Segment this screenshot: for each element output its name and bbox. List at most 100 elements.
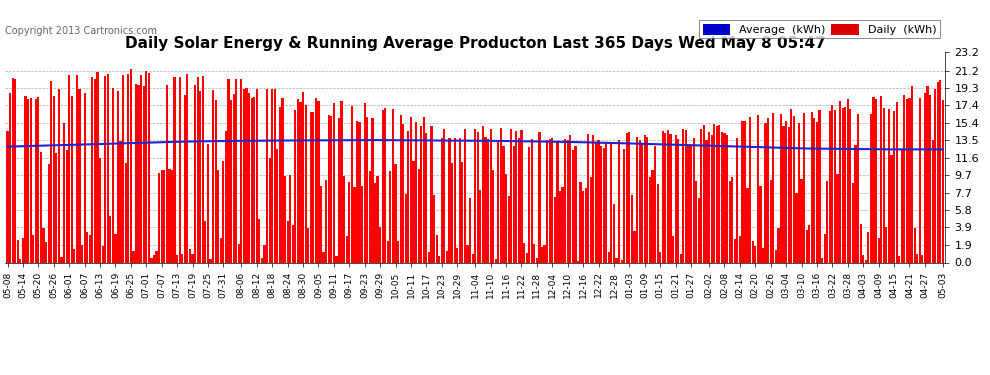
Bar [402, 124, 404, 262]
Bar [811, 112, 813, 262]
Bar [572, 150, 574, 262]
Bar [826, 181, 829, 262]
Bar [808, 225, 811, 262]
Bar [932, 140, 934, 262]
Bar [55, 153, 57, 262]
Bar [286, 220, 289, 262]
Bar [756, 116, 759, 262]
Bar [636, 137, 639, 262]
Bar [376, 176, 378, 262]
Bar [255, 89, 257, 262]
Bar [197, 77, 199, 262]
Bar [258, 219, 260, 262]
Bar [266, 88, 268, 262]
Bar [30, 98, 32, 262]
Bar [476, 132, 479, 262]
Bar [89, 236, 91, 262]
Bar [52, 96, 54, 262]
Bar [22, 238, 24, 262]
Bar [821, 258, 824, 262]
Bar [536, 258, 538, 262]
Bar [700, 129, 703, 262]
Bar [600, 146, 602, 262]
Bar [582, 191, 584, 262]
Bar [160, 170, 162, 262]
Bar [233, 94, 235, 262]
Bar [184, 95, 186, 262]
Bar [268, 158, 270, 262]
Bar [423, 117, 425, 262]
Bar [875, 99, 877, 262]
Bar [824, 234, 826, 262]
Bar [299, 102, 302, 262]
Bar [551, 138, 553, 262]
Bar [759, 186, 761, 262]
Bar [798, 123, 800, 262]
Text: Copyright 2013 Cartronics.com: Copyright 2013 Cartronics.com [5, 26, 157, 36]
Bar [225, 131, 227, 262]
Bar [521, 130, 523, 262]
Bar [474, 129, 476, 262]
Bar [854, 144, 856, 262]
Bar [502, 146, 505, 262]
Bar [906, 99, 908, 262]
Bar [178, 77, 181, 262]
Bar [664, 133, 666, 262]
Bar [718, 125, 721, 262]
Bar [428, 252, 430, 262]
Bar [361, 186, 363, 262]
Bar [577, 261, 579, 262]
Bar [566, 140, 569, 262]
Bar [515, 131, 518, 262]
Bar [130, 69, 132, 262]
Bar [556, 142, 558, 262]
Bar [531, 139, 533, 262]
Bar [803, 113, 805, 262]
Bar [353, 187, 355, 262]
Bar [669, 134, 671, 262]
Bar [639, 140, 641, 262]
Bar [505, 174, 507, 262]
Bar [610, 144, 613, 262]
Bar [914, 228, 916, 262]
Bar [246, 88, 248, 262]
Bar [613, 204, 615, 262]
Bar [458, 138, 461, 262]
Bar [513, 146, 515, 262]
Bar [935, 89, 937, 262]
Bar [253, 97, 255, 262]
Bar [839, 101, 842, 262]
Bar [150, 258, 152, 262]
Bar [143, 86, 145, 262]
Bar [439, 256, 441, 262]
Bar [880, 96, 882, 262]
Bar [518, 138, 520, 262]
Bar [250, 98, 252, 262]
Bar [17, 240, 19, 262]
Bar [230, 100, 233, 262]
Bar [495, 259, 497, 262]
Bar [35, 99, 37, 262]
Bar [418, 170, 420, 262]
Bar [453, 138, 455, 262]
Bar [711, 135, 713, 262]
Bar [346, 236, 347, 262]
Bar [368, 171, 371, 262]
Bar [410, 117, 412, 262]
Bar [133, 251, 135, 262]
Bar [387, 242, 389, 262]
Bar [323, 252, 325, 262]
Bar [241, 80, 243, 262]
Bar [608, 252, 610, 262]
Bar [228, 79, 230, 262]
Bar [911, 86, 913, 262]
Bar [489, 129, 492, 262]
Bar [122, 75, 125, 262]
Bar [40, 152, 42, 262]
Bar [307, 228, 309, 262]
Bar [45, 242, 48, 262]
Bar [158, 173, 160, 262]
Legend: Average  (kWh), Daily  (kWh): Average (kWh), Daily (kWh) [699, 20, 940, 38]
Bar [788, 128, 790, 262]
Bar [888, 108, 890, 262]
